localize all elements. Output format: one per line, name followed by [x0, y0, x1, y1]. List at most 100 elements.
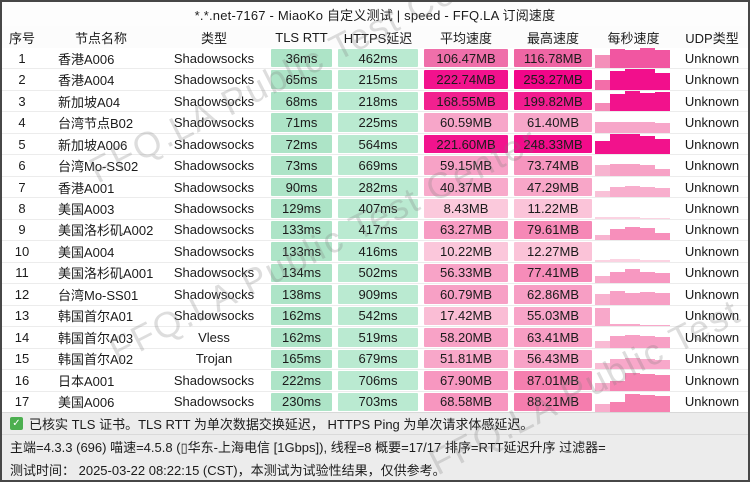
udp-type-value: Unknown — [684, 329, 740, 345]
col-header-max-speed: 最高速度 — [526, 30, 579, 46]
speed-bar — [595, 307, 610, 327]
per-second-speed-chart — [595, 48, 672, 69]
per-second-speed-chart — [595, 284, 672, 305]
avg-speed-value: 59.15MB — [424, 156, 508, 175]
speed-bar — [595, 191, 610, 198]
row-index: 5 — [18, 136, 26, 152]
node-type: Shadowsocks — [173, 50, 255, 66]
speed-bar — [625, 217, 640, 219]
udp-type-value: Unknown — [684, 93, 740, 109]
speed-bar — [655, 337, 670, 348]
avg-speed-value: 51.81MB — [424, 349, 508, 369]
max-speed-value: 73.74MB — [514, 156, 592, 175]
node-name: 香港A006 — [58, 51, 115, 67]
speed-bar — [595, 55, 610, 69]
speed-bar — [595, 403, 610, 412]
table-row: 1 香港A006 Shadowsocks 36ms 462ms 106.47MB… — [2, 48, 748, 69]
max-speed-value: 63.41MB — [514, 328, 592, 347]
per-second-speed-chart — [595, 198, 672, 219]
speed-bar — [655, 395, 670, 412]
max-speed-value: 61.40MB — [514, 113, 592, 132]
speed-bar — [655, 260, 670, 262]
speed-bar — [595, 121, 610, 133]
tls-rtt-value: 68ms — [271, 91, 332, 111]
https-latency-value: 909ms — [338, 285, 418, 304]
speed-bar — [655, 233, 670, 241]
node-type: Shadowsocks — [173, 158, 255, 174]
https-latency-value: 218ms — [338, 91, 418, 111]
avg-speed-value: 40.37MB — [424, 177, 508, 197]
udp-type-value: Unknown — [684, 372, 740, 388]
https-latency-value: 417ms — [338, 220, 418, 240]
https-latency-value: 706ms — [338, 371, 418, 390]
per-second-speed-chart — [595, 220, 672, 241]
speed-bar — [595, 235, 610, 241]
row-index: 12 — [14, 286, 30, 302]
https-latency-value: 282ms — [338, 177, 418, 197]
avg-speed-value: 58.20MB — [424, 328, 508, 347]
https-latency-value: 679ms — [338, 349, 418, 369]
per-second-speed-chart — [595, 263, 672, 284]
tls-rtt-value: 162ms — [271, 328, 332, 347]
col-header-https-delay: HTTPS延迟 — [343, 30, 413, 46]
speed-bar — [595, 294, 610, 305]
node-name: 新加坡A006 — [58, 137, 128, 153]
table-row: 8 美国A003 Shadowsocks 129ms 407ms 8.43MB … — [2, 197, 748, 219]
node-type: Shadowsocks — [173, 265, 255, 281]
tls-rtt-value: 222ms — [271, 371, 332, 390]
table-row: 2 香港A004 Shadowsocks 65ms 215ms 222.74MB… — [2, 68, 748, 90]
speed-bar — [625, 121, 640, 133]
row-index: 3 — [18, 93, 26, 109]
avg-speed-value: 56.33MB — [424, 263, 508, 283]
col-header-index: 序号 — [8, 30, 35, 46]
table-row: 16 日本A001 Shadowsocks 222ms 706ms 67.90M… — [2, 369, 748, 391]
table-row: 4 台湾节点B02 Shadowsocks 71ms 225ms 60.59MB… — [2, 111, 748, 133]
node-name: 台湾Mo-SS02 — [58, 159, 139, 175]
max-speed-value: 79.61MB — [514, 220, 592, 240]
speed-bar — [610, 49, 625, 69]
test-time-line: 测试时间： 2025-03-22 08:22:15 (CST)，本测试为试验性结… — [10, 463, 446, 478]
node-type: Vless — [198, 329, 230, 345]
max-speed-value: 116.78MB — [514, 49, 592, 68]
avg-speed-value: 68.58MB — [424, 392, 508, 411]
tls-rtt-value: 162ms — [271, 306, 332, 326]
node-type: Shadowsocks — [173, 372, 255, 388]
tls-rtt-value: 133ms — [271, 220, 332, 240]
speed-bar — [655, 217, 670, 219]
speed-bar — [655, 122, 670, 133]
results-table: 序号 节点名称 类型 TLS RTT HTTPS延迟 平均速度 最高速度 每秒速… — [2, 26, 748, 412]
speed-bar — [625, 226, 640, 241]
udp-type-value: Unknown — [684, 201, 740, 217]
speed-bar — [640, 394, 655, 412]
https-latency-value: 564ms — [338, 134, 418, 154]
node-name: 台湾Mo-SS01 — [58, 287, 139, 303]
max-speed-value: 55.03MB — [514, 306, 592, 326]
speed-bar — [655, 293, 670, 305]
speed-bar — [625, 373, 640, 391]
https-latency-value: 542ms — [338, 306, 418, 326]
udp-type-value: Unknown — [684, 136, 740, 152]
tls-rtt-value: 134ms — [271, 263, 332, 283]
speed-bar — [595, 164, 610, 176]
speed-bar — [640, 271, 655, 284]
speed-bar — [655, 272, 670, 284]
avg-speed-value: 106.47MB — [424, 49, 508, 68]
table-row: 12 台湾Mo-SS01 Shadowsocks 138ms 909ms 60.… — [2, 283, 748, 305]
speed-bar — [655, 325, 670, 327]
tls-rtt-value: 65ms — [271, 70, 332, 89]
https-latency-value: 669ms — [338, 156, 418, 175]
table-row: 9 美国洛杉矶A002 Shadowsocks 133ms 417ms 63.2… — [2, 218, 748, 241]
per-second-speed-chart — [595, 392, 672, 412]
row-index: 7 — [18, 179, 26, 195]
col-header-tls-rtt: TLS RTT — [275, 29, 328, 45]
col-header-node-name: 节点名称 — [74, 30, 127, 46]
node-name: 日本A001 — [58, 373, 115, 389]
tls-rtt-value: 138ms — [271, 285, 332, 304]
speed-bar — [625, 50, 640, 69]
speed-bar — [610, 336, 625, 348]
table-row: 5 新加坡A006 Shadowsocks 72ms 564ms 221.60M… — [2, 132, 748, 155]
node-name: 美国洛杉矶A001 — [58, 266, 154, 282]
max-speed-value: 248.33MB — [514, 134, 592, 154]
row-index: 8 — [18, 201, 26, 217]
speed-bar — [655, 375, 670, 391]
